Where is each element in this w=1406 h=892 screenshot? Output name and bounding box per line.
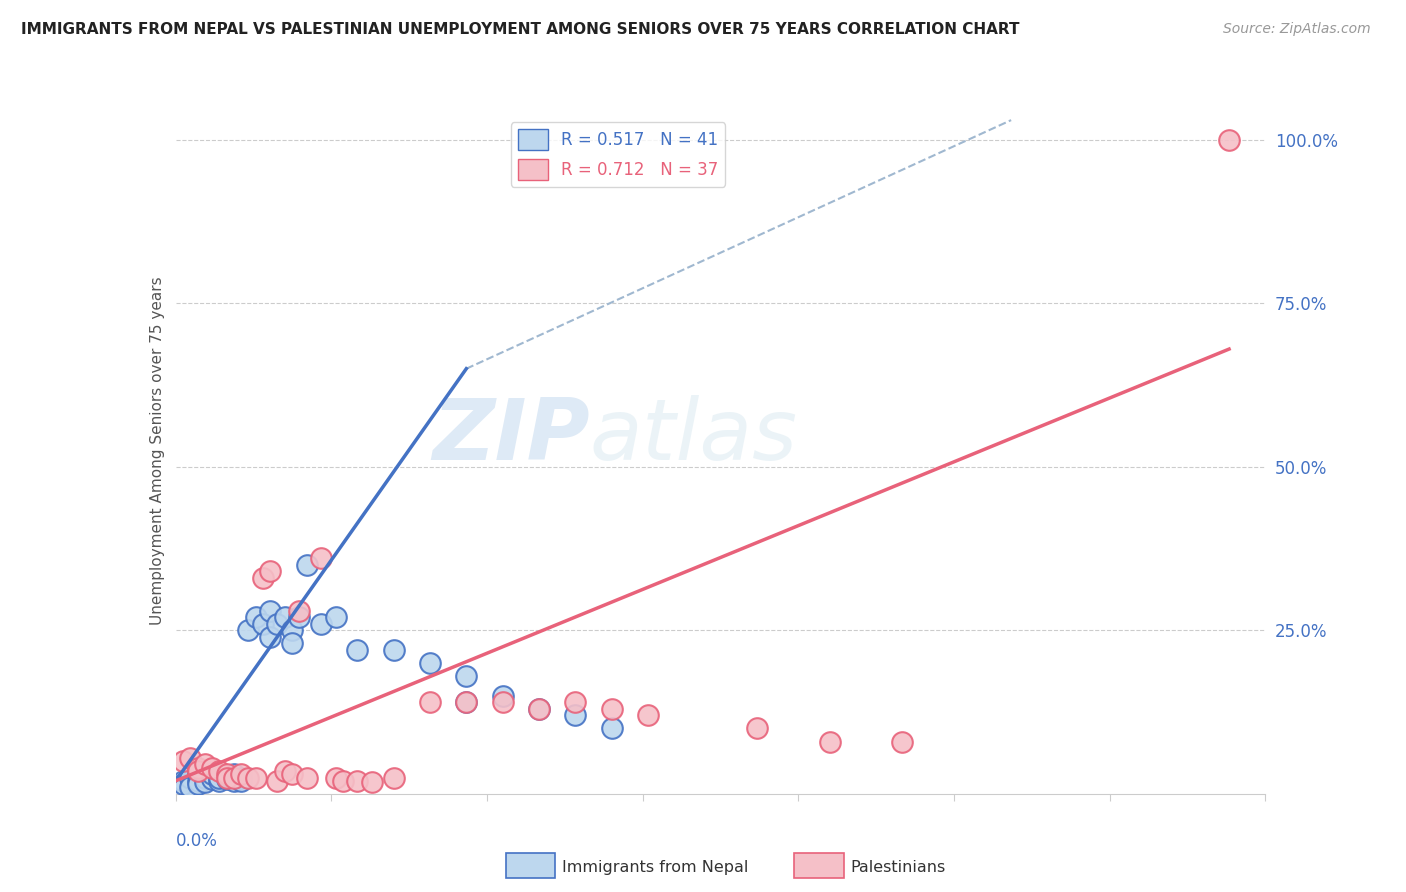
Text: atlas: atlas [591, 395, 797, 478]
Text: Source: ZipAtlas.com: Source: ZipAtlas.com [1223, 22, 1371, 37]
Point [172, 773, 194, 788]
Point [492, 695, 515, 709]
Point [456, 669, 478, 683]
Point [281, 624, 304, 638]
Text: Immigrants from Nepal: Immigrants from Nepal [562, 860, 749, 874]
Text: ZIP: ZIP [432, 395, 591, 478]
Point [266, 616, 288, 631]
Point [222, 767, 245, 781]
Point [274, 610, 297, 624]
Point [259, 565, 281, 579]
Point [215, 768, 238, 782]
Point [295, 558, 318, 572]
Point [194, 775, 217, 789]
Point [527, 702, 550, 716]
Point [818, 734, 841, 748]
Point [201, 772, 224, 787]
Point [215, 771, 238, 785]
Point [231, 771, 253, 785]
Point [360, 775, 382, 789]
Point [245, 610, 267, 624]
Point [346, 643, 368, 657]
Point [194, 757, 217, 772]
Point [325, 771, 347, 785]
Point [222, 771, 245, 785]
Point [201, 761, 224, 775]
Point [456, 695, 478, 709]
Legend: R = 0.517   N = 41, R = 0.712   N = 37: R = 0.517 N = 41, R = 0.712 N = 37 [510, 122, 725, 186]
Point [259, 604, 281, 618]
Point [215, 772, 238, 787]
Y-axis label: Unemployment Among Seniors over 75 years: Unemployment Among Seniors over 75 years [149, 277, 165, 624]
Point [281, 636, 304, 650]
Point [172, 754, 194, 768]
Point [208, 771, 231, 785]
Point [600, 722, 623, 736]
Point [288, 610, 311, 624]
Point [222, 773, 245, 788]
Point [891, 734, 914, 748]
Point [281, 767, 304, 781]
Point [215, 767, 238, 781]
Point [179, 771, 201, 785]
Point [186, 764, 209, 778]
Point [309, 616, 332, 631]
Point [238, 624, 260, 638]
Point [179, 751, 201, 765]
Point [172, 777, 194, 791]
Point [382, 771, 405, 785]
Point [186, 773, 209, 788]
Point [527, 702, 550, 716]
Point [332, 773, 354, 788]
Point [186, 767, 209, 781]
Point [186, 777, 209, 791]
Point [419, 695, 441, 709]
Point [179, 780, 201, 795]
Point [456, 695, 478, 709]
Point [346, 773, 368, 788]
Text: 0.0%: 0.0% [176, 831, 218, 850]
Point [238, 771, 260, 785]
Point [637, 708, 659, 723]
Point [252, 571, 274, 585]
Point [564, 708, 586, 723]
Point [231, 773, 253, 788]
Point [245, 771, 267, 785]
Point [382, 643, 405, 657]
Point [295, 771, 318, 785]
Point [419, 656, 441, 670]
Point [194, 771, 217, 785]
Point [201, 767, 224, 781]
Point [274, 764, 297, 778]
Text: Palestinians: Palestinians [851, 860, 946, 874]
Point [208, 773, 231, 788]
Point [186, 761, 209, 775]
Point [564, 695, 586, 709]
Point [231, 767, 253, 781]
Point [325, 610, 347, 624]
Point [1218, 133, 1240, 147]
Point [600, 702, 623, 716]
Text: IMMIGRANTS FROM NEPAL VS PALESTINIAN UNEMPLOYMENT AMONG SENIORS OVER 75 YEARS CO: IMMIGRANTS FROM NEPAL VS PALESTINIAN UNE… [21, 22, 1019, 37]
Point [309, 551, 332, 566]
Point [745, 722, 768, 736]
Point [208, 764, 231, 778]
Point [266, 773, 288, 788]
Point [259, 630, 281, 644]
Point [492, 689, 515, 703]
Point [252, 616, 274, 631]
Point [288, 604, 311, 618]
